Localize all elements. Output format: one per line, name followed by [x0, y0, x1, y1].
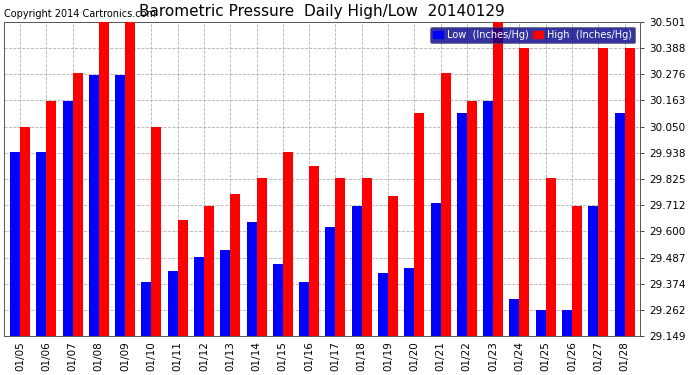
Bar: [326, 226, 335, 336]
Bar: [46, 101, 56, 336]
Bar: [615, 112, 624, 336]
Bar: [572, 206, 582, 336]
Bar: [404, 268, 414, 336]
Bar: [483, 101, 493, 336]
Bar: [89, 75, 99, 336]
Bar: [414, 112, 424, 336]
Bar: [457, 112, 467, 336]
Bar: [388, 196, 398, 336]
Bar: [562, 310, 572, 336]
Text: Copyright 2014 Cartronics.com: Copyright 2014 Cartronics.com: [4, 9, 156, 19]
Bar: [177, 220, 188, 336]
Bar: [273, 264, 283, 336]
Bar: [63, 101, 72, 336]
Bar: [37, 152, 46, 336]
Bar: [168, 271, 177, 336]
Bar: [309, 166, 319, 336]
Bar: [362, 178, 372, 336]
Bar: [378, 273, 388, 336]
Title: Barometric Pressure  Daily High/Low  20140129: Barometric Pressure Daily High/Low 20140…: [139, 4, 505, 19]
Bar: [99, 22, 109, 336]
Bar: [141, 282, 151, 336]
Bar: [431, 203, 440, 336]
Bar: [194, 257, 204, 336]
Bar: [520, 48, 529, 336]
Bar: [598, 48, 609, 336]
Bar: [283, 152, 293, 336]
Bar: [589, 206, 598, 336]
Legend: Low  (Inches/Hg), High  (Inches/Hg): Low (Inches/Hg), High (Inches/Hg): [430, 27, 635, 44]
Bar: [493, 22, 503, 336]
Bar: [509, 298, 520, 336]
Bar: [546, 178, 555, 336]
Bar: [230, 194, 240, 336]
Bar: [257, 178, 266, 336]
Bar: [246, 222, 257, 336]
Bar: [624, 48, 635, 336]
Bar: [10, 152, 20, 336]
Bar: [440, 73, 451, 336]
Bar: [335, 178, 346, 336]
Bar: [151, 127, 161, 336]
Bar: [125, 22, 135, 336]
Bar: [72, 73, 83, 336]
Bar: [299, 282, 309, 336]
Bar: [115, 75, 125, 336]
Bar: [204, 206, 214, 336]
Bar: [535, 310, 546, 336]
Bar: [352, 206, 362, 336]
Bar: [20, 127, 30, 336]
Bar: [220, 250, 230, 336]
Bar: [467, 101, 477, 336]
